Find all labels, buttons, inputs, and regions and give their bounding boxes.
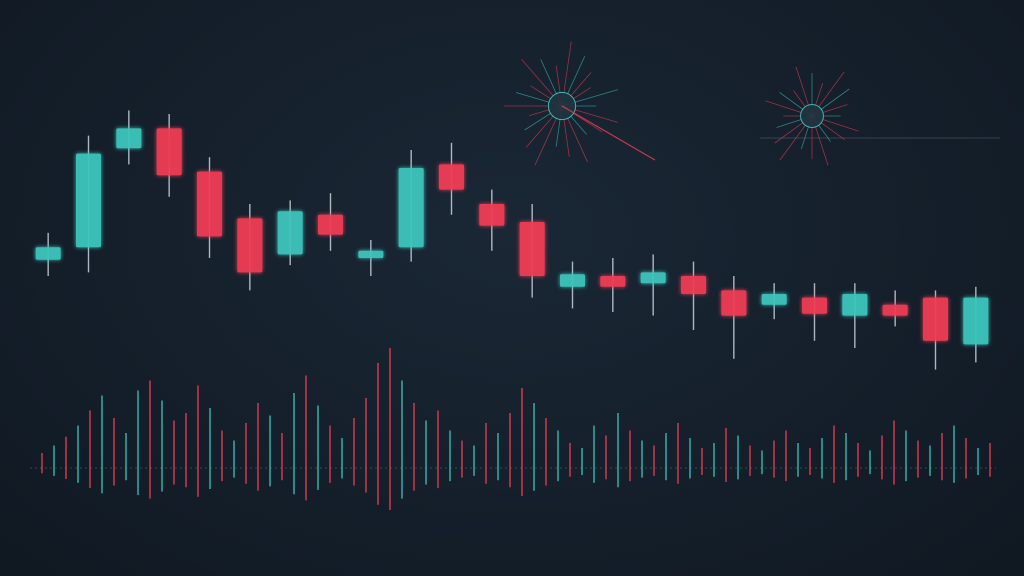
- candle-body: [640, 272, 666, 284]
- candle: [963, 286, 989, 363]
- candle-body: [196, 171, 223, 237]
- candle-body: [680, 276, 707, 294]
- candle: [358, 240, 384, 276]
- candle-body: [559, 274, 586, 287]
- candle: [680, 261, 707, 330]
- starburst-left: [503, 41, 618, 166]
- candle-body: [963, 297, 989, 345]
- candle: [479, 189, 505, 251]
- volume-bars: [30, 348, 996, 510]
- candle: [519, 204, 545, 298]
- candle-body: [156, 128, 182, 176]
- candle-body: [519, 222, 545, 276]
- candle-body: [922, 297, 949, 341]
- candle: [35, 232, 61, 276]
- candle-body: [277, 211, 303, 255]
- candle: [237, 204, 263, 291]
- candle: [801, 283, 828, 341]
- candle-body: [358, 250, 384, 258]
- candle-body: [801, 297, 828, 314]
- candle-body: [116, 128, 142, 149]
- candle-body: [761, 294, 787, 305]
- starburst-right: [765, 66, 859, 166]
- candle: [559, 261, 586, 309]
- candles: [35, 110, 989, 370]
- candle: [75, 135, 102, 273]
- candle: [640, 254, 666, 316]
- candle: [882, 290, 908, 327]
- candle: [156, 114, 182, 197]
- candle-body: [600, 276, 626, 287]
- candle-body: [882, 304, 908, 316]
- burst-core: [800, 104, 824, 128]
- candle-body: [438, 164, 465, 190]
- candle: [761, 283, 787, 320]
- candle-body: [35, 247, 61, 260]
- pointer-line: [561, 105, 656, 161]
- candle-body: [721, 290, 747, 316]
- candle-body: [842, 294, 868, 316]
- candle: [842, 283, 868, 348]
- candle: [116, 110, 142, 165]
- candle: [398, 150, 424, 262]
- candle-body: [237, 218, 263, 273]
- decorative-annotations: [503, 41, 1000, 166]
- candle-body: [479, 204, 505, 226]
- candle-body: [317, 214, 344, 235]
- candle: [438, 142, 465, 215]
- candle: [277, 200, 303, 266]
- candle: [317, 193, 344, 251]
- candle-body: [398, 168, 424, 248]
- candle: [600, 258, 626, 312]
- candle: [922, 290, 949, 370]
- candle: [721, 276, 747, 359]
- candle: [196, 157, 223, 258]
- candle-body: [75, 153, 102, 248]
